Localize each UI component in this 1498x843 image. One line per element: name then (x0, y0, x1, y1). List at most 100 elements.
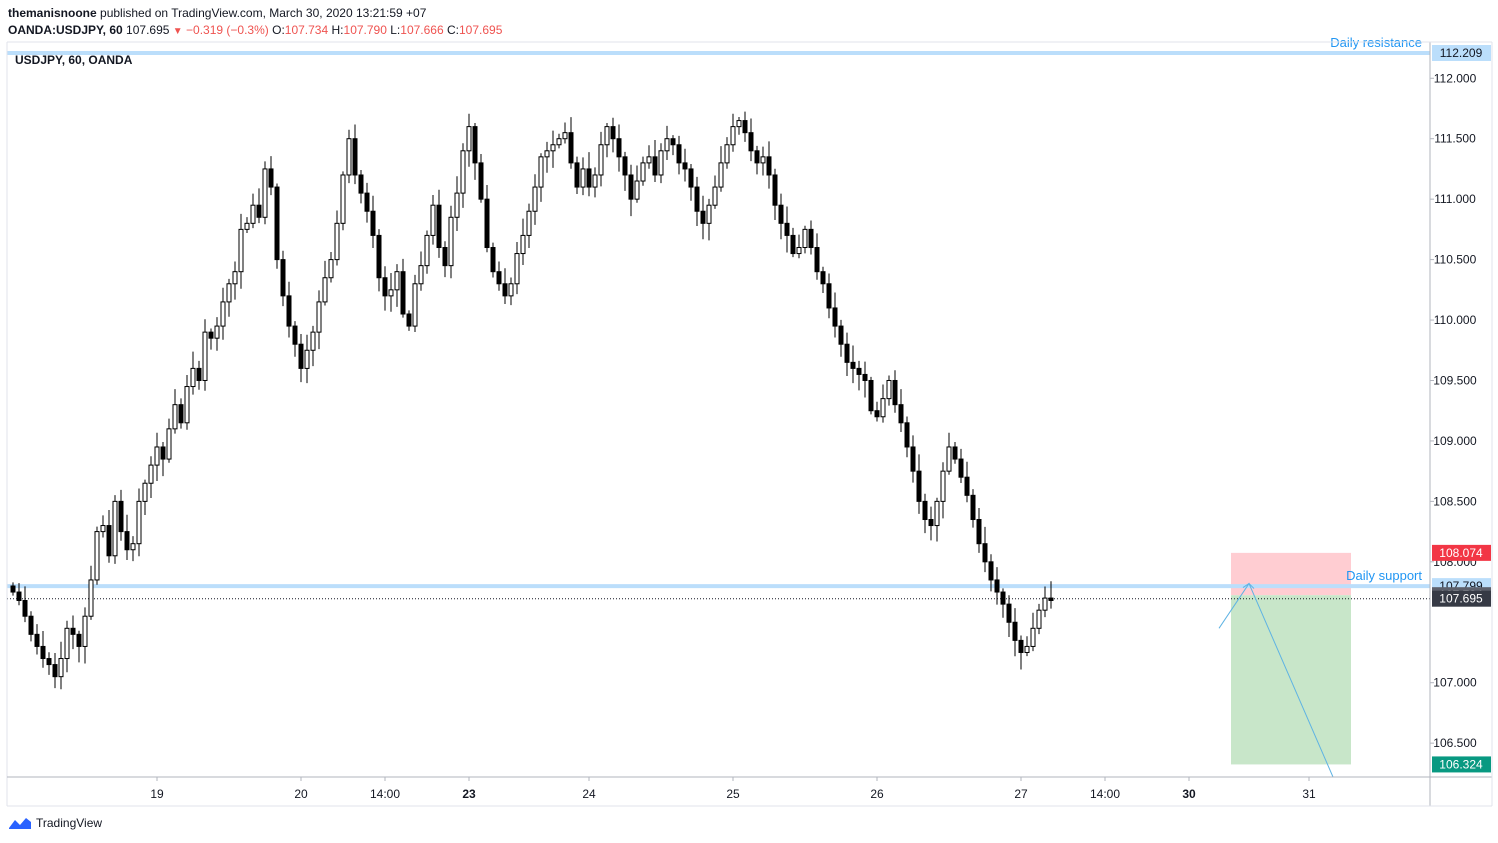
level-lines: Daily resistance Daily support (7, 35, 1430, 600)
y-tick-label: 110.000 (1434, 313, 1477, 327)
candle-body (82, 615, 88, 647)
candle-body (88, 579, 94, 617)
candle-body (754, 150, 760, 164)
candle-body (802, 228, 808, 249)
candle-body (868, 379, 874, 412)
candle-body (496, 271, 502, 285)
y-tick-label: 111.000 (1434, 192, 1476, 206)
candle-body (730, 126, 736, 146)
candle-body (34, 633, 40, 647)
candle-body (22, 600, 28, 617)
candle-body (664, 138, 670, 152)
candle-body (784, 222, 790, 236)
candle-body (424, 234, 430, 267)
author-name[interactable]: themanisnoone (8, 6, 97, 20)
y-tick-label: 109.000 (1433, 434, 1477, 448)
y-tick-label: 106.500 (1433, 736, 1477, 750)
high-value: 107.790 (343, 23, 387, 37)
y-tick-label: 107.000 (1433, 676, 1477, 690)
candle-body (550, 144, 556, 152)
candle-body (268, 168, 274, 188)
candle-body (916, 470, 922, 502)
x-tick-label: 24 (582, 787, 596, 801)
resistance-badge-bg (1432, 45, 1491, 62)
candle-body (346, 138, 352, 176)
x-tick-label: 14:00 (370, 787, 400, 801)
candle-body (838, 325, 844, 345)
candle-body (256, 204, 262, 218)
candle-body (874, 410, 880, 418)
candle-body (478, 162, 484, 200)
candle-body (862, 373, 868, 381)
candle-body (262, 168, 268, 218)
candle-body (670, 138, 676, 146)
candle-body (244, 222, 250, 230)
candle-body (844, 343, 850, 363)
candle-body (934, 500, 940, 527)
candle-body (220, 301, 226, 327)
candle-body (112, 500, 118, 557)
candle-body (1018, 639, 1024, 653)
candle-body (196, 367, 202, 381)
candle-body (856, 367, 862, 375)
price-badges: 112.209108.074107.799107.724107.695106.3… (1432, 45, 1491, 773)
candle-body (586, 168, 592, 188)
candle-body (166, 428, 172, 460)
candle-body (652, 156, 658, 176)
candle-body (298, 343, 304, 369)
symbol-label[interactable]: OANDA:USDJPY, 60 (8, 23, 123, 37)
time-axis[interactable]: 19 20 14:00 23 24 25 26 27 14:00 30 31 (150, 777, 1316, 801)
candle-body (724, 144, 730, 164)
candle-body (532, 186, 538, 212)
tradingview-watermark[interactable]: TradingView (8, 816, 102, 830)
candle-body (274, 186, 280, 261)
candle-body (646, 156, 652, 164)
candle-body (976, 519, 982, 545)
candle-body (1042, 597, 1048, 611)
candle-body (418, 265, 424, 285)
candle-body (106, 525, 112, 557)
candle-body (208, 331, 214, 339)
candle-body (400, 271, 406, 315)
candle-body (796, 247, 802, 255)
candle-body (202, 331, 208, 381)
x-tick-label: 26 (870, 787, 884, 801)
candle-body (556, 138, 562, 146)
candle-body (52, 664, 58, 678)
candle-body (484, 198, 490, 249)
resistance-badge: 112.209 (1440, 46, 1483, 60)
candle-body (952, 446, 958, 460)
stop-loss-zone (1231, 552, 1351, 596)
price-axis[interactable]: 112.000 111.500 111.000 110.500 110.000 109.5… (1430, 71, 1477, 750)
candle-body (1024, 645, 1030, 653)
candle-body (514, 253, 520, 285)
candle-body (610, 126, 616, 140)
open-label: O: (272, 23, 285, 37)
candle-body (958, 458, 964, 478)
candle-body (820, 271, 826, 285)
candle-body (310, 331, 316, 351)
candle-body (280, 259, 286, 297)
candle-body (982, 543, 988, 563)
candle-body (790, 234, 796, 255)
candle-body (460, 150, 466, 194)
candle-body (286, 295, 292, 327)
close-label: C: (447, 23, 459, 37)
candle-body (352, 138, 358, 176)
candle-body (328, 259, 334, 279)
stop-badge-bg (1432, 544, 1491, 561)
candle-body (706, 204, 712, 224)
candle-body (142, 482, 148, 502)
candle-body (508, 283, 514, 297)
candle-body (700, 210, 706, 224)
candle-body (808, 228, 814, 249)
candle-body (742, 120, 748, 134)
candle-body (304, 349, 310, 369)
candle-body (778, 204, 784, 224)
candle-body (538, 156, 544, 188)
projection-arrowhead (1242, 582, 1255, 589)
candle-body (340, 174, 346, 224)
candle-body (520, 234, 526, 255)
candle-body (814, 247, 820, 273)
